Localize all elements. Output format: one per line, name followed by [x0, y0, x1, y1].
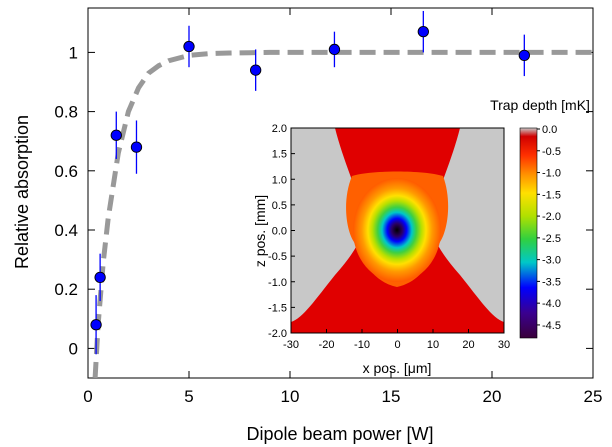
y-tick-label: 0.2: [54, 280, 78, 299]
colorbar-tick-label: -3.5: [542, 276, 561, 288]
inset-y-tick-label: 0.0: [272, 226, 287, 238]
inset-x-axis-label: x pos. [μm]: [363, 360, 432, 376]
colorbar-tick-label: -4.5: [542, 320, 561, 332]
colorbar-tick-label: -4.0: [542, 298, 561, 310]
data-points-group: [90, 10, 530, 355]
data-point: [94, 271, 106, 284]
inset-x-tick-label: -30: [283, 339, 299, 351]
data-point: [90, 319, 102, 331]
colorbar-title: Trap depth [mK]: [490, 97, 590, 113]
fit-curve-group: [92, 49, 593, 378]
trap-core-gradient: [353, 178, 441, 282]
data-point: [130, 141, 143, 153]
y-tick-label: 0.8: [54, 103, 78, 122]
data-point: [518, 49, 530, 62]
data-point: [110, 129, 122, 141]
inset-x-tick-label: 20: [462, 339, 474, 351]
colorbar-tick-label: -2.5: [542, 233, 561, 245]
x-tick-label: 25: [584, 387, 603, 406]
y-tick-label: 0.6: [54, 162, 78, 181]
inset-y-tick-label: -2.0: [268, 328, 287, 340]
colorbar-tick-label: -0.5: [542, 146, 561, 158]
data-point: [417, 26, 429, 38]
inset-x-tick-label: 30: [498, 339, 510, 351]
inset-y-tick-label: 0.5: [272, 200, 287, 212]
colorbar-tick-label: -1.5: [542, 189, 561, 201]
colorbar-ticks: 0.0 -0.5 -1.0 -1.5 -2.0 -2.5 -3.0 -3.5 -4.0 -4.5: [537, 124, 561, 332]
fit-curve: [92, 49, 593, 378]
x-tick-label: 20: [483, 387, 502, 406]
x-tick-label: 5: [184, 387, 193, 406]
inset-y-tick-label: 2.0: [272, 123, 287, 135]
inset-y-tick-label: 1.0: [272, 174, 287, 186]
data-point: [183, 40, 195, 53]
y-axis-label: Relative absorption: [12, 115, 32, 269]
inset-x-tick-label: -20: [319, 339, 335, 351]
inset-axis-ticks: -30 -20 -10 0 10 20 30 2.0 1.5 1.0 0.5 0.0 -0.5 -1.0 -…: [268, 123, 510, 351]
data-point: [250, 64, 262, 76]
colorbar-tick-label: -3.0: [542, 255, 561, 267]
inset-y-tick-label: -0.5: [268, 251, 287, 263]
inset-x-tick-label: 0: [394, 339, 400, 351]
inset-y-tick-label: -1.0: [268, 277, 287, 289]
data-point: [328, 43, 341, 56]
colorbar-tick-label: 0.0: [542, 124, 557, 136]
colorbar-tick-label: -2.0: [542, 211, 561, 223]
inset-x-tick-label: 10: [427, 339, 439, 351]
inset-heatmap: -30 -20 -10 0 10 20 30 2.0 1.5 1.0 0.5 0.0 -0.5 -1.0 -…: [252, 97, 590, 376]
colorbar-tick-label: -1.0: [542, 168, 561, 180]
inset-y-tick-label: -1.5: [268, 302, 287, 314]
colorbar: [519, 127, 538, 339]
x-tick-label: 0: [83, 387, 92, 406]
inset-x-tick-label: -10: [354, 339, 370, 351]
y-tick-label: 0: [69, 339, 78, 358]
x-axis-label: Dipole beam power [W]: [246, 424, 433, 444]
x-tick-label: 15: [382, 387, 401, 406]
main-plot-frame: [87, 7, 594, 379]
y-tick-label: 0.4: [54, 221, 78, 240]
inset-y-axis-label: z pos. [mm]: [252, 195, 268, 267]
y-tick-label: 1: [69, 43, 78, 62]
x-tick-label: 10: [281, 387, 300, 406]
main-axis-ticks: 0 5 10 15 20 25 0 0.2 0.4 0.6 0.8 1: [54, 8, 602, 406]
inset-y-tick-label: 1.5: [272, 149, 287, 161]
